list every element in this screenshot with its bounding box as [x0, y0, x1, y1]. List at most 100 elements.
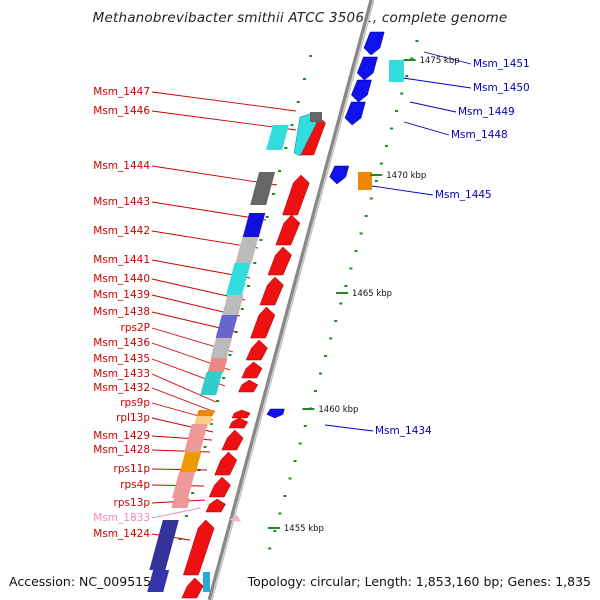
tick-label: 1465 kbp: [352, 289, 392, 299]
gene-label-right: Msm_1434: [375, 425, 432, 437]
tick-dot: [296, 101, 300, 103]
tick-dot: [329, 337, 333, 340]
gene-label-left: Msm_1440: [93, 273, 150, 285]
gene-label-right: Msm_1445: [435, 189, 492, 201]
tick-dot: [415, 40, 419, 42]
cog-block: [172, 472, 196, 498]
gene-features: [181, 31, 404, 599]
tick-dot: [216, 400, 219, 402]
tick-dot: [203, 446, 207, 448]
genome-backbone: [207, 0, 375, 600]
leader-line: [151, 110, 297, 131]
leader-line: [151, 373, 217, 403]
tick-dot: [405, 75, 409, 77]
leader-line: [151, 507, 201, 519]
gene-label-left: Msm_1438: [93, 306, 150, 318]
tick-dot: [410, 57, 414, 60]
gene-label-left: rps11p: [114, 463, 151, 475]
leader-line: [409, 101, 457, 113]
leader-line: [151, 387, 216, 413]
forward-gene-arrow: [229, 515, 241, 522]
tick-dot: [400, 92, 404, 95]
cog-block: [203, 572, 210, 592]
gene-label-left: Msm_1446: [93, 105, 150, 117]
reverse-gene-arrow: [351, 79, 372, 103]
leader-line: [151, 165, 278, 186]
tick-dot: [278, 512, 282, 515]
tick-label: 1475 kbp: [420, 56, 460, 66]
cog-block: [147, 570, 170, 592]
cog-block: [210, 338, 233, 358]
tick-dots: [178, 40, 419, 550]
leader-line: [423, 51, 472, 65]
leader-line: [402, 77, 472, 89]
forward-gene-arrow: [238, 379, 259, 393]
backbone-highlight: [210, 0, 375, 600]
map-title: Methanobrevibacter smithii ATCC 35061, c…: [92, 10, 508, 26]
tick-dot: [259, 239, 263, 241]
tick-dot: [344, 285, 348, 287]
tick-dot: [313, 390, 317, 392]
cog-block: [226, 263, 251, 295]
tick-dot: [222, 377, 226, 379]
forward-gene-arrow: [181, 577, 204, 599]
gene-label-left: Msm_1424: [93, 528, 150, 540]
gene-label-left: Msm_1428: [93, 444, 150, 456]
gene-label-left: Msm_1443: [93, 196, 150, 208]
forward-gene-arrow: [267, 246, 292, 276]
cog-block: [310, 112, 322, 122]
tick-dot: [303, 425, 307, 427]
gene-label-left: Msm_1429: [93, 430, 150, 442]
tick-dot: [284, 147, 288, 149]
leader-line: [151, 449, 211, 453]
cog-block: [171, 498, 191, 508]
tick-dot: [324, 355, 328, 357]
tick-labels: 1475 kbp 1470 kbp 1465 kbp 1460 kbp 1455 kbp: [267, 56, 460, 534]
gene-label-left: Msm_1439: [93, 289, 150, 301]
gene-label-left: Msm_1833: [93, 512, 150, 524]
tick-dot: [273, 530, 277, 532]
tick-dot: [302, 78, 306, 80]
cog-block: [194, 416, 213, 424]
tick-label: 1455 kbp: [284, 524, 324, 534]
tick-dot: [184, 515, 188, 517]
tick-label: 1470 kbp: [386, 171, 426, 181]
tick-dot: [209, 423, 213, 425]
tick-dot: [178, 538, 182, 540]
leader-line: [151, 201, 267, 221]
tick-label: 1460 kbp: [318, 405, 358, 415]
cog-block: [149, 520, 179, 570]
forward-gene-arrow: [231, 409, 251, 419]
forward-gene-arrow: [245, 339, 268, 361]
gene-label-right: Msm_1450: [473, 82, 530, 94]
leader-line: [324, 424, 374, 432]
tick-dot: [288, 477, 292, 480]
tick-dot: [395, 110, 399, 112]
gene-label-left: Msm_1433: [93, 368, 150, 380]
tick-dot: [240, 308, 244, 310]
gene-label-left: rps13p: [114, 497, 151, 509]
forward-gene-arrow: [208, 476, 231, 498]
gene-label-left: Msm_1442: [93, 225, 150, 237]
tick-dot: [268, 547, 272, 550]
forward-gene-arrow: [214, 451, 238, 476]
reverse-gene-arrow: [356, 56, 378, 81]
tick-dot: [374, 180, 378, 182]
cog-block: [215, 315, 238, 338]
cog-block: [235, 237, 259, 263]
gene-label-left: Msm_1444: [93, 160, 150, 172]
gene-label-left: rps2P: [121, 322, 150, 334]
leader-line: [151, 468, 208, 471]
forward-gene-arrow: [241, 361, 263, 379]
tick-dot: [191, 492, 195, 494]
gene-label-left: rps9p: [120, 397, 150, 409]
accession-text: Accession: NC_009515: [9, 574, 152, 589]
tick-dot: [247, 285, 251, 287]
cog-block: [389, 60, 404, 82]
tick-dot: [349, 267, 353, 270]
cog-block: [200, 372, 223, 395]
topology-summary: Topology: circular; Length: 1,853,160 bp…: [247, 574, 591, 589]
tick-dot: [318, 372, 322, 375]
gene-label-left: rps4p: [120, 479, 150, 491]
